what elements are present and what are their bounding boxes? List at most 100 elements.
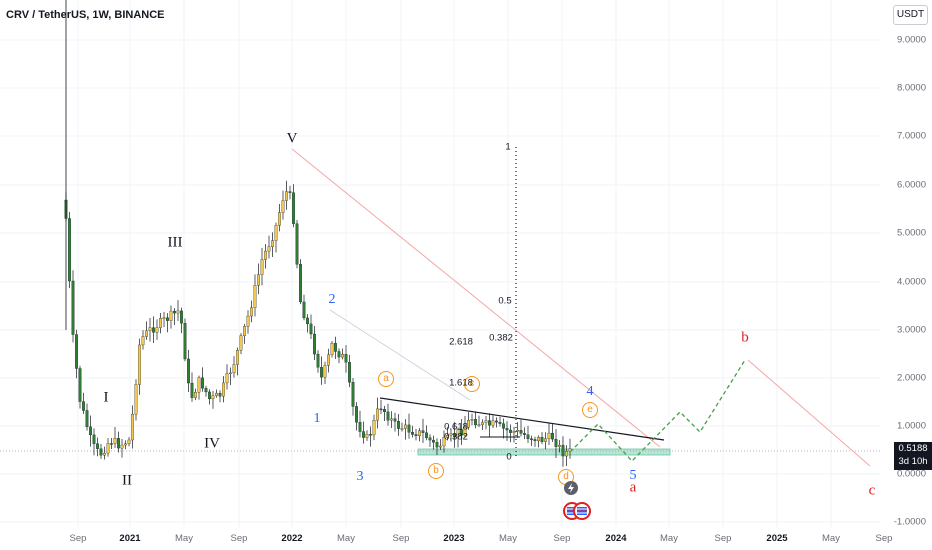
candle-body (554, 438, 558, 447)
candle-body (411, 432, 414, 435)
price-chart[interactable] (0, 0, 880, 528)
candle-body (369, 434, 372, 436)
candle-body (474, 419, 477, 426)
x-tick: 2023 (443, 533, 465, 544)
candle-body (330, 343, 334, 355)
candle-body (190, 382, 194, 398)
candle-body (183, 323, 187, 360)
candle-body (229, 372, 232, 375)
candle-body (488, 420, 491, 426)
candle-body (218, 392, 222, 397)
x-tick: 2022 (281, 533, 303, 544)
candle-body (194, 392, 197, 398)
x-tick: May (337, 533, 355, 544)
us-flag-event-icon-2[interactable] (573, 502, 591, 520)
candle-body (404, 424, 407, 429)
candle-body (201, 377, 204, 389)
candle-body (523, 433, 526, 435)
candle-body (82, 401, 85, 411)
wave-label-II: II (122, 472, 132, 489)
candle-body (117, 438, 120, 449)
lightning-icon (568, 483, 574, 493)
candle-body (432, 439, 435, 443)
candle-body (215, 392, 218, 396)
candle-body (498, 422, 502, 424)
y-tick: 9.0000 (896, 34, 926, 46)
candle-body (516, 430, 519, 432)
price-axis[interactable]: 9.0000 8.0000 7.0000 6.0000 5.0000 4.000… (880, 0, 932, 550)
fib-level-0.382: 0.382 (489, 332, 513, 344)
candle-body (103, 452, 106, 456)
y-tick: 6.0000 (896, 179, 926, 191)
candle-body (264, 250, 267, 260)
fib-level-0.618: 0.618 (444, 421, 468, 433)
candle-body (110, 443, 113, 445)
candle-body (274, 225, 278, 241)
fib-level-1.618: 1.618 (449, 377, 473, 389)
candle-body (502, 423, 505, 429)
candle-body (281, 200, 285, 213)
candle-body (365, 434, 369, 438)
x-tick: 2025 (766, 533, 788, 544)
x-tick: May (175, 533, 193, 544)
wave-label-5: 5 (629, 468, 637, 483)
candle-body (435, 442, 439, 448)
wave-label-IV: IV (204, 435, 220, 452)
candle-body (484, 420, 488, 423)
candle-body (397, 421, 400, 429)
support-zone (417, 448, 671, 456)
lightning-event-icon[interactable] (564, 481, 578, 495)
y-tick: -1.0000 (893, 516, 926, 528)
y-tick: 4.0000 (896, 276, 926, 288)
candle-body (208, 391, 211, 400)
candle-body (96, 443, 99, 449)
candle-body (341, 354, 344, 358)
candle-body (537, 437, 540, 442)
candle-body (407, 424, 411, 433)
currency-button[interactable]: USDT (893, 5, 928, 25)
y-tick: 1.0000 (896, 420, 926, 432)
candle-body (453, 433, 456, 438)
candle-body (78, 368, 82, 402)
candle-body (477, 424, 481, 426)
fib-level-1: 1 (505, 141, 511, 153)
wave-label-circled-c: c (464, 376, 480, 392)
candle-body (204, 388, 208, 393)
candle-body (222, 382, 225, 397)
time-axis[interactable]: Sep 2021 May Sep 2022 May Sep 2023 May S… (0, 528, 893, 550)
candle-body (68, 218, 71, 282)
red-trend-line-c (747, 359, 871, 467)
wave-label-4: 4 (586, 384, 594, 399)
fib-level-0: 0 (506, 451, 512, 463)
candle-body (173, 310, 176, 314)
x-tick: Sep (230, 533, 248, 544)
candle-body (299, 264, 302, 303)
candle-body (344, 354, 348, 363)
candle-body (390, 418, 393, 421)
candle-body (313, 333, 316, 355)
candle-body (530, 438, 533, 440)
candle-body (400, 428, 404, 430)
fib-level-0.382-small: 0.382 (444, 431, 468, 443)
candle-body (120, 444, 124, 449)
candle-body (246, 315, 250, 327)
candle-body (267, 246, 271, 252)
candle-body (141, 336, 145, 346)
candle-body (418, 430, 421, 437)
candle-body (180, 310, 183, 324)
candle-body (547, 432, 551, 439)
candle-body (155, 327, 159, 333)
candle-body (162, 317, 166, 319)
candle-body (166, 317, 169, 321)
wave-label-I: I (103, 389, 109, 406)
candle-body (169, 310, 173, 321)
candle-body (558, 444, 561, 447)
candle-body (232, 364, 236, 374)
candle-body (187, 358, 190, 384)
gray-guide-line (329, 309, 471, 401)
candle-body (309, 323, 313, 335)
candle-body (428, 437, 432, 441)
candle-body (565, 450, 568, 457)
candle-body (505, 428, 509, 431)
candle-body (376, 408, 379, 421)
